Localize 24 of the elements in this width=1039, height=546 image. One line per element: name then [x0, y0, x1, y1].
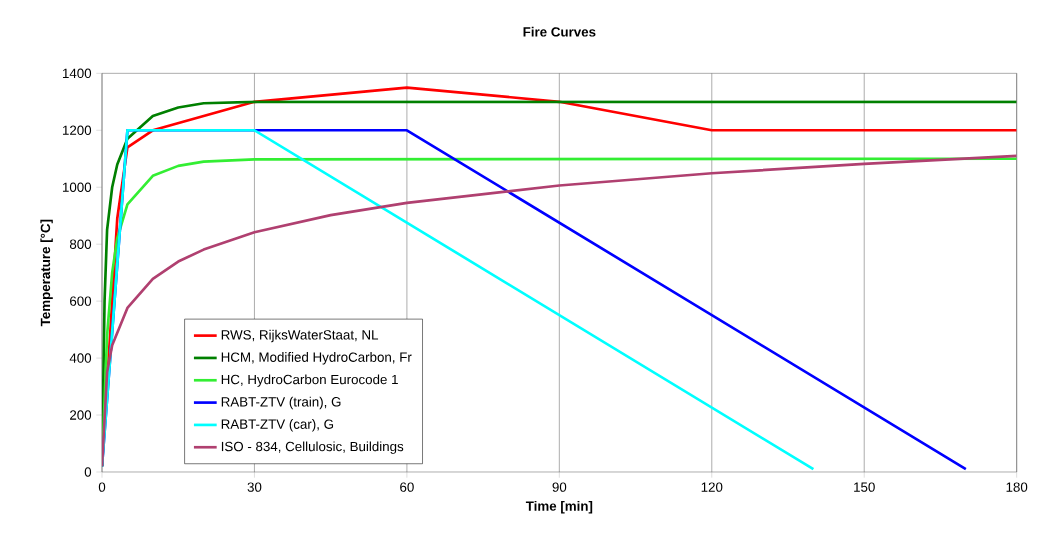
y-tick-label: 800 [69, 239, 92, 249]
y-tick-label: 1000 [62, 182, 92, 192]
x-tick-label: 180 [1006, 482, 1028, 492]
y-tick-label: 200 [70, 410, 92, 420]
y-tick-label: 600 [70, 296, 92, 306]
y-tick-label: 1400 [62, 68, 92, 79]
legend-label: RABT-ZTV (car), G [221, 419, 334, 432]
x-axis-title: Time [min] [525, 500, 593, 514]
x-tick-label: 120 [701, 482, 723, 492]
legend-label: RWS, RijksWaterStaat, NL [221, 329, 379, 343]
y-tick-label: 400 [69, 353, 92, 363]
legend-label: RABT-ZTV (train), G [221, 396, 341, 410]
x-tick-label: 0 [98, 482, 106, 492]
y-axis-title: Temperature [°C] [40, 219, 53, 327]
y-tick-label: 0 [84, 467, 92, 477]
x-tick-label: 150 [854, 482, 875, 492]
legend-label: ISO - 834, Cellulosic, Buildings [221, 441, 404, 454]
chart-title: Fire Curves [523, 26, 596, 37]
x-tick-label: 60 [400, 482, 414, 492]
legend-label: HC, HydroCarbon Eurocode 1 [221, 374, 398, 387]
x-tick-label: 90 [552, 482, 567, 492]
legend-label: HCM, Modified HydroCarbon, Fr [221, 352, 412, 365]
x-tick-label: 30 [247, 482, 262, 492]
y-tick-label: 1200 [62, 125, 92, 135]
